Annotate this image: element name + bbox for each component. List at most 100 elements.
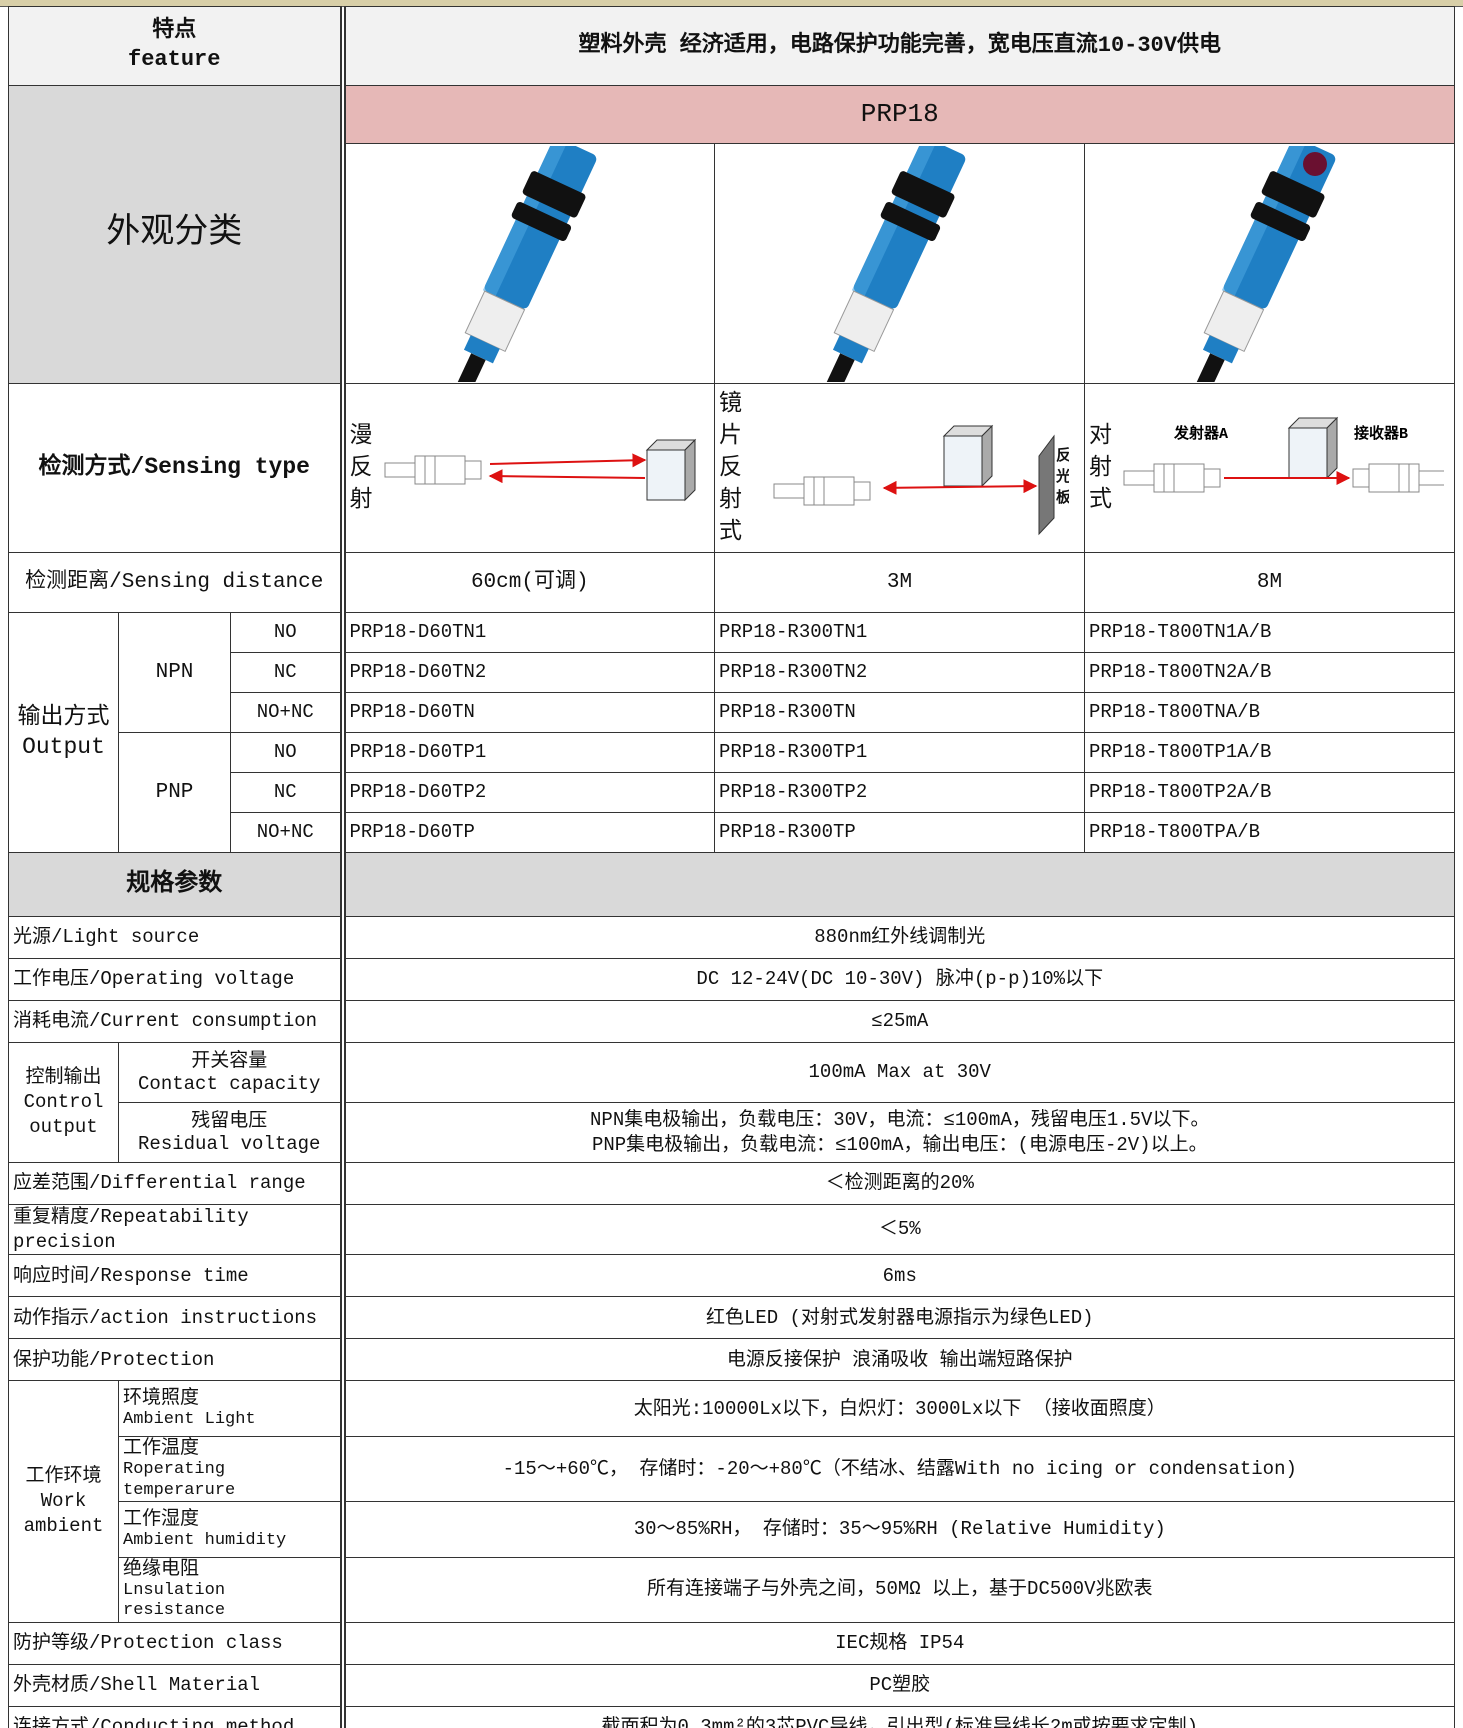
spec-label: 响应时间/Response time (8, 1254, 343, 1298)
output-mode: NO+NC (230, 692, 343, 733)
output-type: PNP (118, 732, 231, 853)
sensing-distance: 8M (1083, 552, 1456, 613)
feature-label-cn: 特点 (152, 18, 197, 44)
product-image (339, 143, 715, 384)
spec-value-line: 30～85%RH， 存储时：35～95%RH (Relative Humidit… (633, 1518, 1166, 1541)
spec-group-label-en: Work ambient (23, 1490, 104, 1537)
spec-label: 动作指示/action instructions (8, 1296, 343, 1340)
table-row: 输出方式 Output NPN NO PRP18-D60TN1 PRP18-R300TN1… (8, 612, 1456, 853)
spec-table: 特点 feature 塑料外壳 经济适用，电路保护功能完善，宽电压直流10-30V… (8, 6, 1456, 1728)
spec-group-label: 工作环境 Work ambient (8, 1380, 119, 1623)
sensing-distance: 60cm(可调) (339, 552, 715, 613)
table-row: NC PRP18-D60TP2 PRP18-R300TP2 PRP18-T800TP2… (9, 772, 1456, 813)
table-row: NO+NC PRP18-D60TN PRP18-R300TN PRP18-T800TN… (9, 692, 1456, 733)
sensing-type-cell: 对射式 发射器A 接收器B (1083, 383, 1456, 553)
spec-value: DC 12-24V(DC 10-30V) 脉冲(p-p)10%以下 (339, 958, 1456, 1001)
model-number: PRP18-R300TN1 (714, 612, 1085, 653)
spec-label: 重复精度/Repeatability precision (8, 1203, 343, 1256)
output-mode: NC (230, 652, 343, 693)
reflector (1038, 434, 1055, 535)
receiver-label: 接收器B (1354, 424, 1408, 443)
table-row: 绝缘电阻 Lnsulation resistance 所有连接端子与外壳之间，50M… (9, 1556, 1456, 1623)
emitter-label: 发射器A (1173, 424, 1228, 443)
diagram: 反光板 (773, 425, 1069, 535)
sensing-type-name: 漫反射 (349, 422, 373, 514)
spec-group-label-cn: 工作环境 (25, 1465, 102, 1488)
spec-value: 电源反接保护 浪涌吸收 输出端短路保护 (339, 1338, 1456, 1382)
spec-label: 工作电压/Operating voltage (8, 958, 343, 1001)
output-mode: NO (230, 612, 343, 653)
model-number: PRP18-R300TN (714, 692, 1085, 733)
spec-item-label-en: Lnsulation resistance (123, 1580, 226, 1621)
spec-item-label-cn: 绝缘电阻 (123, 1557, 200, 1580)
output-label-en: Output (22, 733, 105, 760)
spec-item-label-cn: 环境照度 (123, 1387, 200, 1410)
table-row: NC PRP18-D60TN2 PRP18-R300TN2 PRP18-T800TN2… (9, 652, 1456, 693)
spec-value-line: PNP集电极输出，负载电流：≤100mA，输出电压：(电源电压-2V)以上。 (591, 1133, 1208, 1156)
feature-label: 特点 feature (8, 6, 343, 86)
spec-value: PC塑胶 (339, 1663, 1456, 1707)
table-row: 残留电压 Residual voltage NPN集电极输出，负载电压：30V，电流… (9, 1102, 1456, 1163)
appearance-label: 外观分类 (8, 85, 343, 384)
beam (489, 453, 647, 468)
sensing-type-cell: 镜片反射式 反光板 (714, 383, 1085, 553)
reflector-label: 反光板 (1056, 446, 1069, 509)
model-number: PRP18-D60TN2 (339, 652, 715, 693)
table-row: 工作湿度 Ambient humidity 30～85%RH， 存储时：35～95%… (9, 1500, 1456, 1558)
spec-value: ≤25mA (339, 1000, 1456, 1043)
table-row: 规格参数 (8, 852, 1456, 917)
lens (1303, 151, 1327, 176)
table-row: 动作指示/action instructions 红色LED (对射式发射器电源指… (8, 1296, 1456, 1340)
model-number: PRP18-R300TP (714, 812, 1085, 853)
diagram (384, 439, 696, 501)
spec-value: 100mA Max at 30V (339, 1042, 1456, 1103)
spec-item-label: 工作温度 Roperating temperarure (118, 1436, 343, 1502)
table-row: 应差范围/Differential range ＜检测距离的20% (8, 1162, 1456, 1205)
model-number: PRP18-D60TN (339, 692, 715, 733)
output-mode: NO (230, 732, 343, 773)
spec-item-label-cn: 工作湿度 (123, 1507, 200, 1530)
sensor-photo (424, 145, 604, 382)
sensing-distance-label: 检测距离/Sensing distance (8, 552, 343, 613)
spec-value: 所有连接端子与外壳之间，50MΩ 以上，基于DC500V兆欧表 (339, 1556, 1456, 1623)
output-label-cn: 输出方式 (17, 703, 110, 730)
spec-item-label-en: Residual voltage (138, 1132, 321, 1155)
spec-value-line: 太阳光:10000Lx以下，白炽灯：3000Lx以下 （接收面照度） (633, 1397, 1166, 1420)
model-number: PRP18-T800TP2A/B (1083, 772, 1456, 813)
spec-label: 连接方式/Conducting method (8, 1705, 343, 1728)
output-mode: NO+NC (230, 812, 343, 853)
table-row: PNP NO PRP18-D60TP1 PRP18-R300TP1 PRP18-T800… (9, 732, 1456, 853)
model-number: PRP18-T800TP1A/B (1083, 732, 1456, 773)
spec-label: 应差范围/Differential range (8, 1162, 343, 1205)
spec-value: 截面积为0.3mm²的3芯PVC导线，引出型(标准导线长2m或按要求定制) (339, 1705, 1456, 1728)
spec-item-label: 开关容量 Contact capacity (118, 1042, 343, 1103)
feature-label-en: feature (128, 47, 221, 72)
spec-item-label-en: Contact capacity (138, 1072, 321, 1095)
table-row: 连接方式/Conducting method 截面积为0.3mm²的3芯PVC导线… (8, 1705, 1456, 1728)
model-number: PRP18-D60TP1 (339, 732, 715, 773)
spec-label: 光源/Light source (8, 916, 343, 959)
output-label: 输出方式 Output (8, 612, 119, 853)
spec-value: 30～85%RH， 存储时：35～95%RH (Relative Humidit… (339, 1500, 1456, 1558)
table-row: 外壳材质/Shell Material PC塑胶 (8, 1663, 1456, 1707)
spec-label: 外壳材质/Shell Material (8, 1663, 343, 1707)
spec-value: 880nm红外线调制光 (339, 916, 1456, 959)
model-number: PRP18-D60TP (339, 812, 715, 853)
sensing-type-label: 检测方式/Sensing type (8, 383, 343, 553)
spec-group-label-cn: 控制输出 (25, 1066, 102, 1089)
spec-value-line: 100mA Max at 30V (808, 1061, 991, 1084)
table-row: 控制输出 Control output 开关容量 Contact capacity 10… (8, 1042, 1456, 1163)
spec-item-label-en: Ambient Light (123, 1410, 256, 1430)
model-number: PRP18-T800TPA/B (1083, 812, 1456, 853)
output-mode: NC (230, 772, 343, 813)
model-number: PRP18-R300TN2 (714, 652, 1085, 693)
table-row: 防护等级/Protection class IEC规格 IP54 (8, 1621, 1456, 1665)
spec-value-line: 所有连接端子与外壳之间，50MΩ 以上，基于DC500V兆欧表 (647, 1578, 1153, 1601)
feature-text: 塑料外壳 经济适用，电路保护功能完善，宽电压直流10-30V供电 (339, 6, 1456, 86)
spec-group-label: 控制输出 Control output (8, 1042, 119, 1163)
sensing-type-name: 镜片反射式 (719, 390, 742, 546)
diagram: 发射器A 接收器B (1123, 417, 1445, 493)
table-row: 工作电压/Operating voltage DC 12-24V(DC 10-30… (8, 958, 1456, 1001)
spec-value: ＜检测距离的20% (339, 1162, 1456, 1205)
